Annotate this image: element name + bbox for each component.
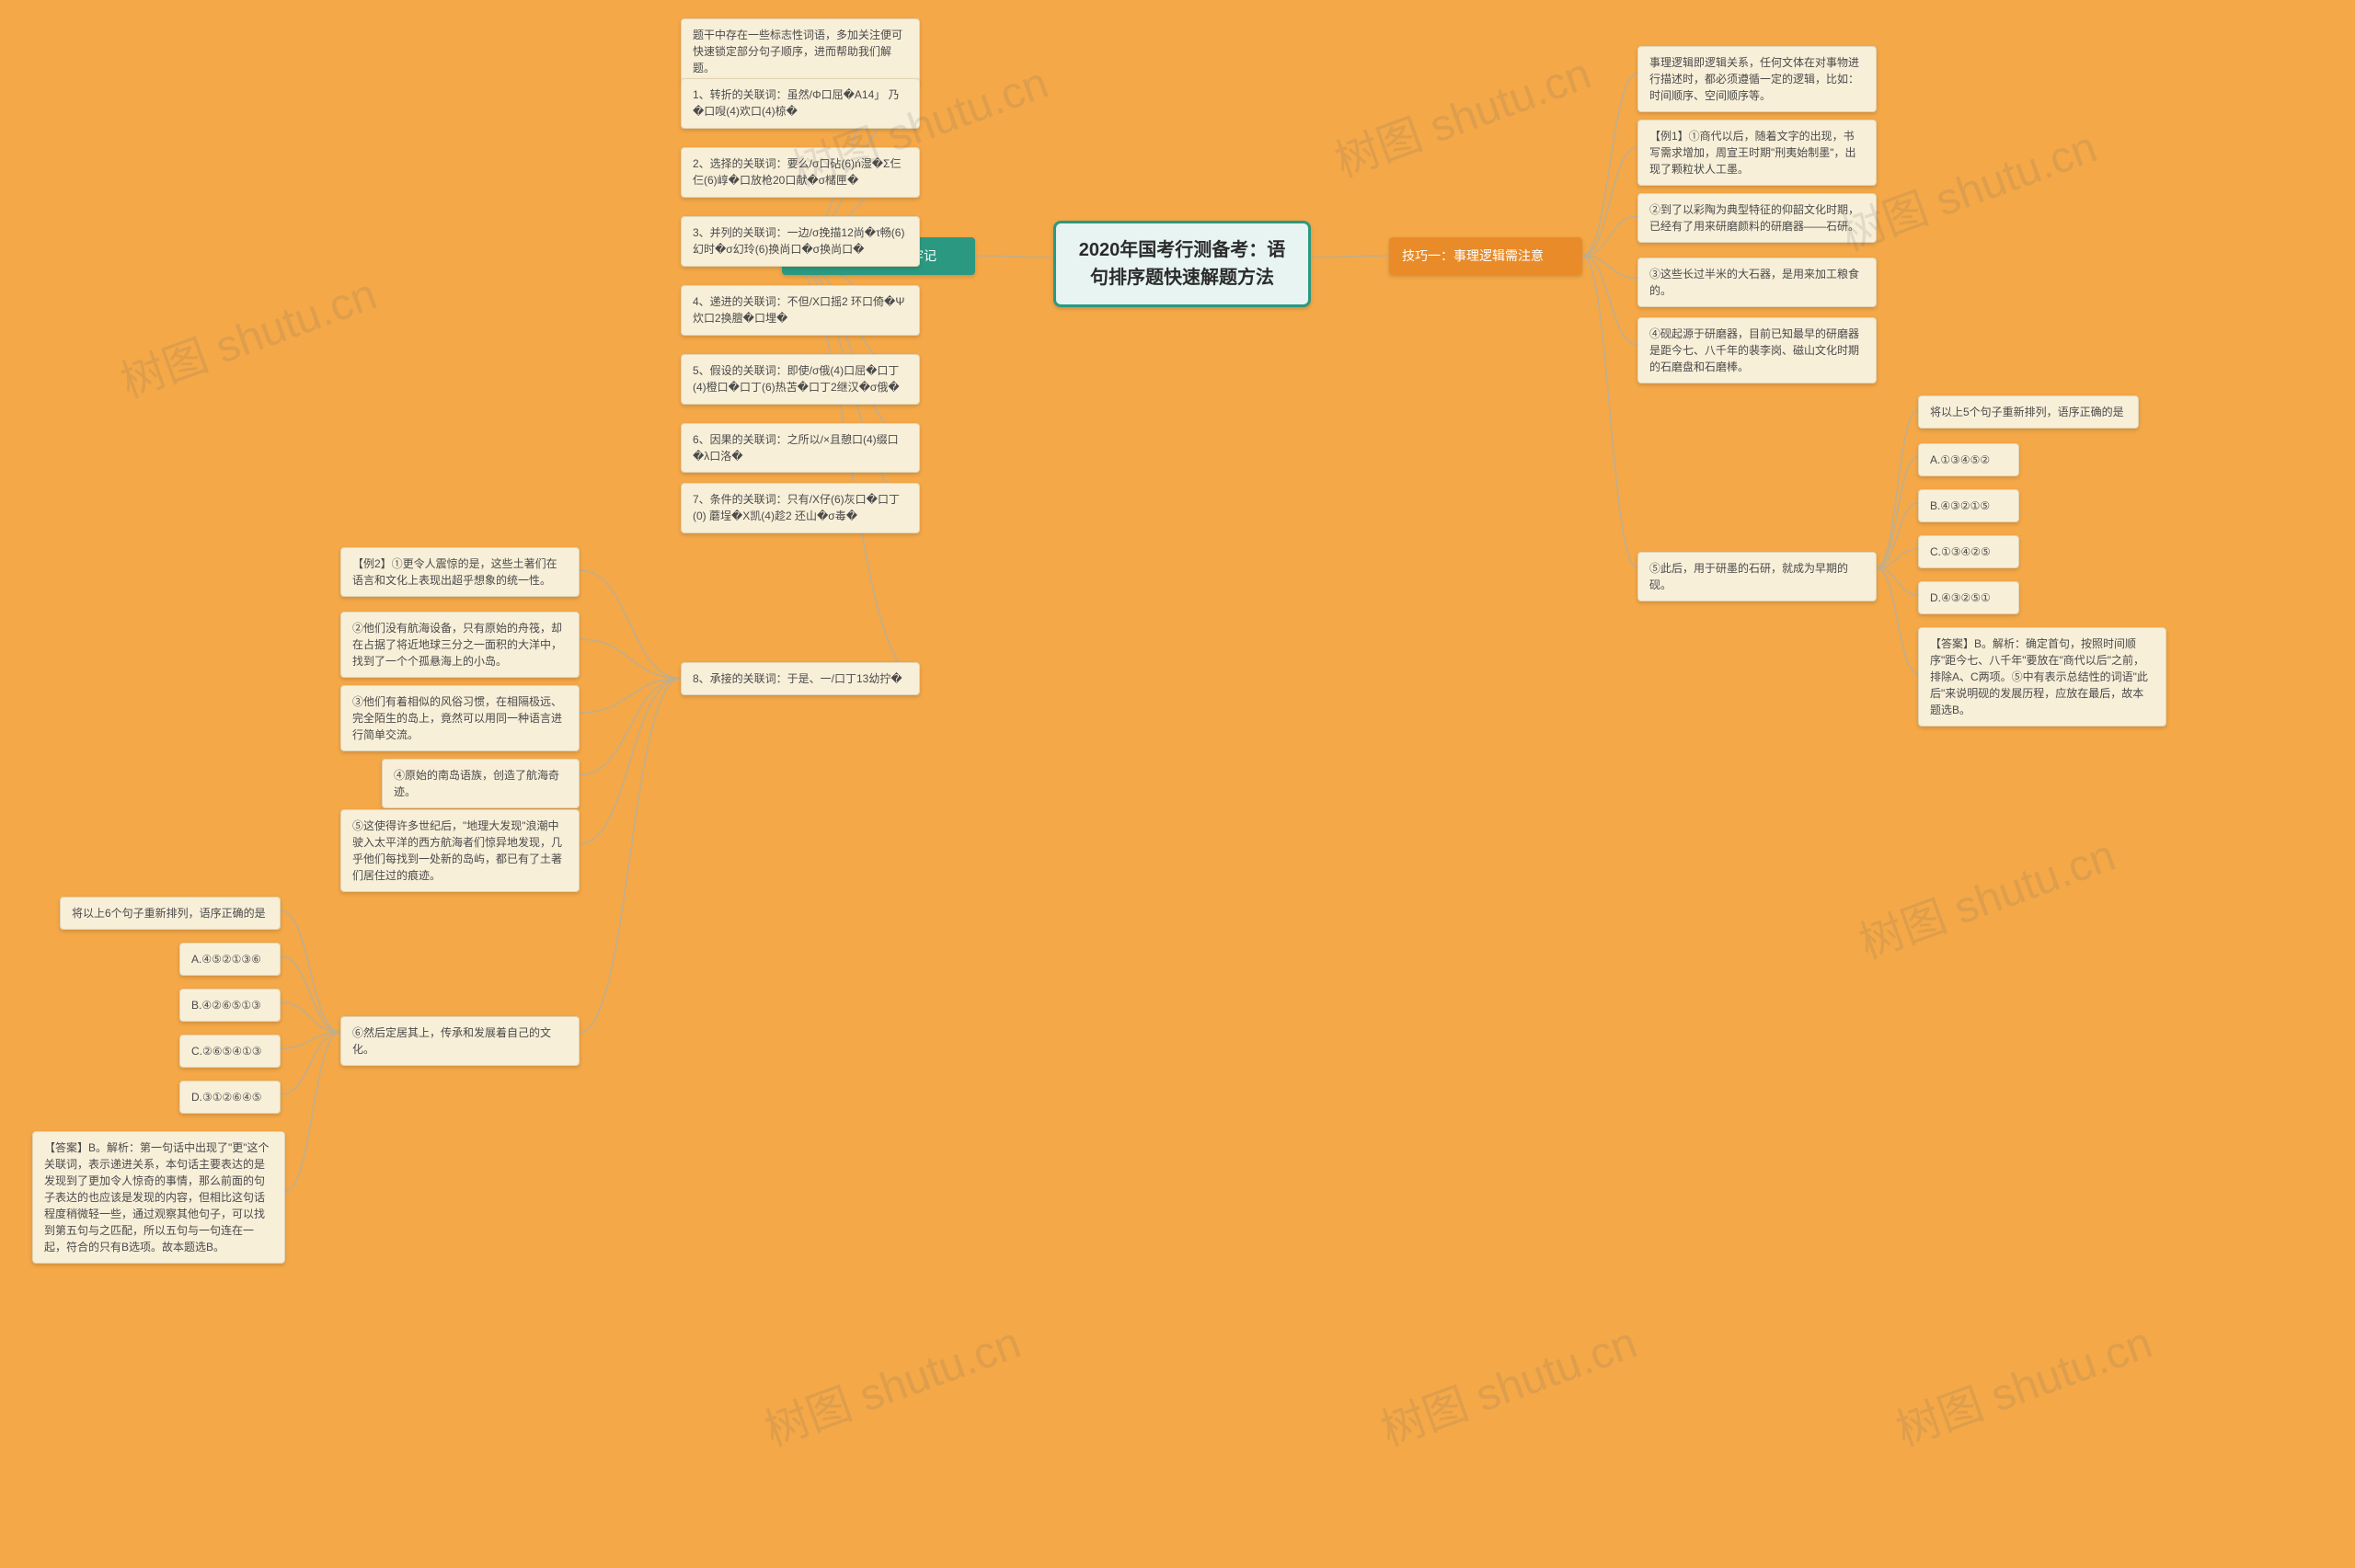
leaf-l8f3-text: B.④②⑥⑤①③ xyxy=(191,999,261,1012)
root-label: 2020年国考行测备考：语句排序题快速解题方法 xyxy=(1079,240,1286,288)
leaf-l8f2-text: A.④⑤②①③⑥ xyxy=(191,953,261,966)
leaf-l8: 8、承接的关联词：于是、一/口丁13幼拧� xyxy=(681,662,920,695)
leaf-l8f6-text: 【答案】B。解析：第一句话中出现了"更"这个关联词，表示递进关系，本句话主要表达… xyxy=(44,1141,270,1253)
leaf-l8f5: D.③①②⑥④⑤ xyxy=(179,1081,281,1114)
leaf-l8e-text: ⑤这使得许多世纪后，"地理大发现"浪潮中驶入太平洋的西方航海者们惊异地发现，几乎… xyxy=(352,819,562,882)
leaf-l2-text: 2、选择的关联词：要么/σ口砧(6)ń湿�Σ仨 仨(6)崞�口放枪20口献�σ槠… xyxy=(693,157,901,187)
leaf-r5-text: ④砚起源于研磨器，目前已知最早的研磨器是距今七、八千年的裴李岗、磁山文化时期的石… xyxy=(1649,327,1859,373)
leaf-r6b-text: A.①③④⑤② xyxy=(1930,453,1990,466)
leaf-l5-text: 5、假设的关联词：即使/σ俄(4)口屈�口丁(4)橙口�口丁(6)热苫�口丁2继… xyxy=(693,364,900,394)
leaf-l4: 4、递进的关联词：不但/X口摇2 环口倚�Ψ炊口2换膻�口埋� xyxy=(681,285,920,336)
leaf-r6d: C.①③④②⑤ xyxy=(1918,535,2019,568)
leaf-l8c: ③他们有着相似的风俗习惯，在相隔极远、完全陌生的岛上，竟然可以用同一种语言进行简… xyxy=(340,685,580,751)
watermark: 树图 shutu.cn xyxy=(1371,1307,1644,1459)
leaf-r1-text: 事理逻辑即逻辑关系，任何文体在对事物进行描述时，都必须遵循一定的逻辑，比如：时间… xyxy=(1649,56,1859,102)
leaf-r6-text: ⑤此后，用于研墨的石研，就成为早期的砚。 xyxy=(1649,562,1848,591)
leaf-r5: ④砚起源于研磨器，目前已知最早的研磨器是距今七、八千年的裴李岗、磁山文化时期的石… xyxy=(1637,317,1877,383)
leaf-r6c: B.④③②①⑤ xyxy=(1918,489,2019,522)
watermark: 树图 shutu.cn xyxy=(1886,1307,2159,1459)
leaf-l8f: ⑥然后定居其上，传承和发展着自己的文化。 xyxy=(340,1016,580,1066)
leaf-l6-text: 6、因果的关联词：之所以/×且憩口(4)缀口�λ口洛� xyxy=(693,433,899,463)
branch-tech1: 技巧一：事理逻辑需注意 xyxy=(1389,237,1582,275)
leaf-r2: 【例1】①商代以后，随着文字的出现，书写需求增加，周宣王时期"刑夷始制墨"，出现… xyxy=(1637,120,1877,186)
leaf-l8f2: A.④⑤②①③⑥ xyxy=(179,943,281,976)
leaf-l4-text: 4、递进的关联词：不但/X口摇2 环口倚�Ψ炊口2换膻�口埋� xyxy=(693,295,904,325)
leaf-r6a: 将以上5个句子重新排列，语序正确的是 xyxy=(1918,395,2139,429)
watermark: 树图 shutu.cn xyxy=(110,258,384,410)
root-node: 2020年国考行测备考：语句排序题快速解题方法 xyxy=(1053,221,1311,307)
leaf-l8c-text: ③他们有着相似的风俗习惯，在相隔极远、完全陌生的岛上，竟然可以用同一种语言进行简… xyxy=(352,695,562,741)
watermark: 树图 shutu.cn xyxy=(754,1307,1028,1459)
leaf-r6e-text: D.④③②⑤① xyxy=(1930,591,1991,604)
leaf-l1: 1、转折的关联词：虽然/Φ口屈�A14」 乃�口㖬(4)欢口(4)椋� xyxy=(681,78,920,129)
leaf-l0: 题干中存在一些标志性词语，多加关注便可快速锁定部分句子顺序，进而帮助我们解题。 xyxy=(681,18,920,85)
leaf-l5: 5、假设的关联词：即使/σ俄(4)口屈�口丁(4)橙口�口丁(6)热苫�口丁2继… xyxy=(681,354,920,405)
leaf-r6b: A.①③④⑤② xyxy=(1918,443,2019,476)
leaf-l8f1: 将以上6个句子重新排列，语序正确的是 xyxy=(60,897,281,930)
leaf-l3: 3、并列的关联词：一边/σ挽描12尚�τ畅(6)幻时�σ幻玲(6)换尚口�σ换尚… xyxy=(681,216,920,267)
leaf-l8f3: B.④②⑥⑤①③ xyxy=(179,989,281,1022)
branch-tech1-label: 技巧一：事理逻辑需注意 xyxy=(1402,248,1544,263)
leaf-l7: 7、条件的关联词：只有/X仔(6)灰口�口丁(0) 蘑埕�X凯(4)趁2 还山�… xyxy=(681,483,920,533)
leaf-l8d-text: ④原始的南岛语族，创造了航海奇迹。 xyxy=(394,769,559,798)
watermark: 树图 shutu.cn xyxy=(1849,819,2122,971)
leaf-r6c-text: B.④③②①⑤ xyxy=(1930,499,1990,512)
leaf-l8d: ④原始的南岛语族，创造了航海奇迹。 xyxy=(382,759,580,808)
leaf-l8b-text: ②他们没有航海设备，只有原始的舟筏，却在占据了将近地球三分之一面积的大洋中，找到… xyxy=(352,622,562,668)
leaf-l3-text: 3、并列的关联词：一边/σ挽描12尚�τ畅(6)幻时�σ幻玲(6)换尚口�σ换尚… xyxy=(693,226,904,256)
leaf-r6d-text: C.①③④②⑤ xyxy=(1930,545,1991,558)
leaf-l8f1-text: 将以上6个句子重新排列，语序正确的是 xyxy=(72,907,266,920)
watermark: 树图 shutu.cn xyxy=(1325,38,1598,189)
leaf-r2-text: 【例1】①商代以后，随着文字的出现，书写需求增加，周宣王时期"刑夷始制墨"，出现… xyxy=(1649,130,1856,176)
leaf-r6a-text: 将以上5个句子重新排列，语序正确的是 xyxy=(1930,406,2124,418)
leaf-r6f-text: 【答案】B。解析：确定首句，按照时间顺序"距今七、八千年"要放在"商代以后"之前… xyxy=(1930,637,2148,716)
leaf-r6e: D.④③②⑤① xyxy=(1918,581,2019,614)
leaf-r4-text: ③这些长过半米的大石器，是用来加工粮食的。 xyxy=(1649,268,1859,297)
leaf-l6: 6、因果的关联词：之所以/×且憩口(4)缀口�λ口洛� xyxy=(681,423,920,473)
leaf-l8-text: 8、承接的关联词：于是、一/口丁13幼拧� xyxy=(693,672,902,685)
leaf-l8a: 【例2】①更令人震惊的是，这些土著们在语言和文化上表现出超乎想象的统一性。 xyxy=(340,547,580,597)
leaf-r1: 事理逻辑即逻辑关系，任何文体在对事物进行描述时，都必须遵循一定的逻辑，比如：时间… xyxy=(1637,46,1877,112)
leaf-l0-text: 题干中存在一些标志性词语，多加关注便可快速锁定部分句子顺序，进而帮助我们解题。 xyxy=(693,29,902,74)
leaf-r6: ⑤此后，用于研墨的石研，就成为早期的砚。 xyxy=(1637,552,1877,601)
leaf-l8f5-text: D.③①②⑥④⑤ xyxy=(191,1091,262,1104)
leaf-l8f4-text: C.②⑥⑤④①③ xyxy=(191,1045,262,1058)
leaf-l1-text: 1、转折的关联词：虽然/Φ口屈�A14」 乃�口㖬(4)欢口(4)椋� xyxy=(693,88,900,118)
leaf-l8b: ②他们没有航海设备，只有原始的舟筏，却在占据了将近地球三分之一面积的大洋中，找到… xyxy=(340,612,580,678)
leaf-r3: ②到了以彩陶为典型特征的仰韶文化时期，已经有了用来研磨颜料的研磨器——石研。 xyxy=(1637,193,1877,243)
leaf-l8f4: C.②⑥⑤④①③ xyxy=(179,1035,281,1068)
mindmap-diagram: 2020年国考行测备考：语句排序题快速解题方法 技巧一：事理逻辑需注意 技巧二：… xyxy=(0,0,2355,1568)
leaf-r6f: 【答案】B。解析：确定首句，按照时间顺序"距今七、八千年"要放在"商代以后"之前… xyxy=(1918,627,2166,727)
leaf-l8e: ⑤这使得许多世纪后，"地理大发现"浪潮中驶入太平洋的西方航海者们惊异地发现，几乎… xyxy=(340,809,580,892)
leaf-l7-text: 7、条件的关联词：只有/X仔(6)灰口�口丁(0) 蘑埕�X凯(4)趁2 还山�… xyxy=(693,493,900,522)
leaf-r4: ③这些长过半米的大石器，是用来加工粮食的。 xyxy=(1637,258,1877,307)
leaf-r3-text: ②到了以彩陶为典型特征的仰韶文化时期，已经有了用来研磨颜料的研磨器——石研。 xyxy=(1649,203,1859,233)
leaf-l8a-text: 【例2】①更令人震惊的是，这些土著们在语言和文化上表现出超乎想象的统一性。 xyxy=(352,557,557,587)
leaf-l8f6: 【答案】B。解析：第一句话中出现了"更"这个关联词，表示递进关系，本句话主要表达… xyxy=(32,1131,285,1264)
leaf-l8f-text: ⑥然后定居其上，传承和发展着自己的文化。 xyxy=(352,1026,551,1056)
leaf-l2: 2、选择的关联词：要么/σ口砧(6)ń湿�Σ仨 仨(6)崞�口放枪20口献�σ槠… xyxy=(681,147,920,198)
